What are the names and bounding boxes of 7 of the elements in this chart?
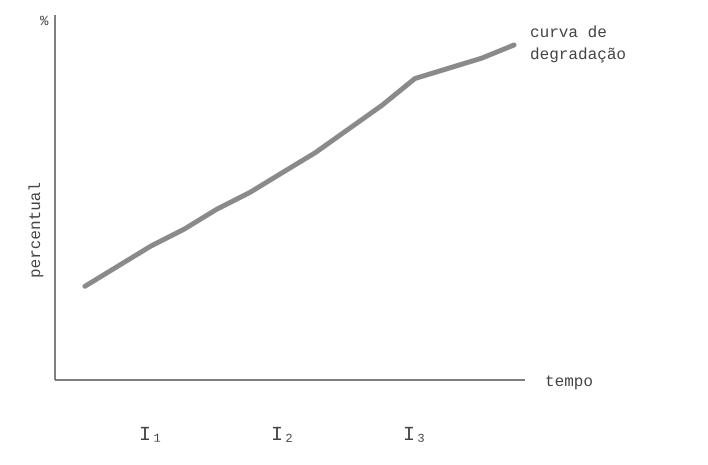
x-axis-title: tempo (545, 373, 594, 391)
x-tick-label: I₃ (402, 424, 428, 447)
x-tick-label: I₂ (270, 424, 296, 447)
series-label: curva de degradação (530, 24, 626, 64)
text: % (40, 14, 49, 30)
x-tick-label: I₁ (138, 424, 164, 447)
y-axis-title: percentual (27, 182, 45, 278)
